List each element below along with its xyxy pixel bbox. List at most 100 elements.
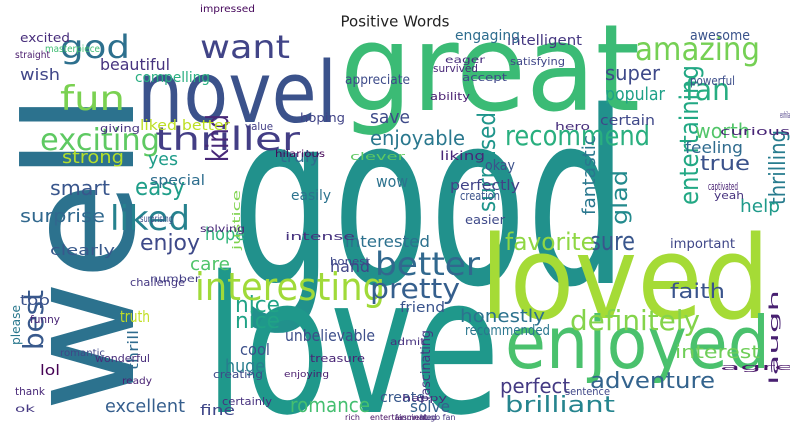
word: liking <box>440 149 485 163</box>
word: romantic <box>60 348 105 359</box>
word: faith <box>670 279 725 303</box>
word: wish <box>20 65 60 84</box>
word: giving <box>100 122 140 135</box>
word: best <box>17 290 50 350</box>
word: love <box>205 236 500 425</box>
word: okay <box>485 158 515 174</box>
word: fan <box>685 73 730 108</box>
word: clearly <box>50 243 115 259</box>
word: care <box>190 254 230 275</box>
word: super <box>605 61 661 85</box>
word: fine <box>200 403 235 419</box>
word: ability <box>430 90 471 103</box>
word: smart <box>50 176 110 200</box>
word: surprise <box>20 206 105 227</box>
word: admit <box>390 337 425 348</box>
word: cool <box>240 340 270 359</box>
word: nice <box>235 293 280 318</box>
word: help <box>740 196 780 217</box>
word: popular <box>605 84 666 105</box>
word: perfectly <box>450 178 520 194</box>
word: clever <box>350 150 406 163</box>
word: honestly <box>460 306 545 327</box>
word: rich <box>345 413 360 422</box>
word: satisfying <box>510 55 565 68</box>
word: interest <box>675 342 760 363</box>
word: accept <box>462 71 508 84</box>
word: sentence <box>565 385 610 398</box>
word: value <box>245 120 273 133</box>
word: wow <box>376 172 408 191</box>
word: friend <box>400 300 445 316</box>
word: want <box>200 28 290 66</box>
word: excited <box>20 31 70 45</box>
word: adventure <box>590 369 715 394</box>
word: nice <box>235 309 280 334</box>
word: enjoy <box>140 231 200 256</box>
word: creation <box>460 189 500 203</box>
word: enjoyed <box>505 301 770 385</box>
word: hugo fan <box>420 413 455 422</box>
word: creating <box>213 368 263 381</box>
word: number <box>150 274 201 285</box>
word: unbelievable <box>285 326 375 345</box>
word: top <box>20 293 50 309</box>
word: novel <box>137 44 337 143</box>
word: captivated <box>708 180 738 193</box>
word: liked better <box>140 118 230 134</box>
word: certainly <box>222 395 272 408</box>
word: feeling <box>685 138 743 157</box>
word: great <box>340 0 640 139</box>
word: truth <box>120 307 150 326</box>
word: exhilarating <box>780 111 790 121</box>
word: fantastic <box>579 135 600 215</box>
word: kind <box>201 114 236 162</box>
word: hope <box>205 224 245 245</box>
word: entertainment <box>370 413 428 422</box>
word: better <box>375 245 481 283</box>
word: save <box>370 107 410 128</box>
word: worth <box>695 119 750 143</box>
word: hand <box>330 257 370 276</box>
word: hoping <box>300 111 345 125</box>
word: truly <box>280 147 320 166</box>
word: compelling <box>135 70 210 86</box>
word: engaging <box>455 28 520 44</box>
word: ok <box>15 404 35 415</box>
word: enjoyable <box>370 126 465 150</box>
word: definitely <box>570 304 700 337</box>
word: brilliant <box>505 393 615 418</box>
word: interesting <box>195 265 385 309</box>
word: surprised <box>473 112 501 212</box>
word: ready <box>122 376 152 387</box>
word: thrill <box>126 330 142 370</box>
word: intelligent <box>507 33 583 49</box>
word: impressed <box>200 4 255 15</box>
word: special <box>150 173 205 189</box>
word: challenge <box>130 276 185 289</box>
word: amazing <box>635 30 760 68</box>
word: straight <box>15 50 50 61</box>
word: solving <box>200 224 245 235</box>
word: entertaining <box>675 65 705 205</box>
word: survived <box>433 62 478 75</box>
word: enjoying <box>284 370 329 380</box>
word: hilarious <box>275 149 325 160</box>
word: surprising <box>140 214 173 225</box>
word: sure <box>590 227 635 257</box>
word: god <box>60 28 130 66</box>
word: funny <box>30 313 60 326</box>
word: excellent <box>105 396 185 417</box>
word: laugh <box>767 290 781 385</box>
word: agree <box>720 363 790 373</box>
word: fascinated <box>395 413 437 422</box>
word: please <box>9 305 23 345</box>
word: wonderful <box>95 352 150 365</box>
word: thriller <box>155 120 301 158</box>
word: justice <box>230 190 243 252</box>
word: awesome <box>690 28 750 44</box>
word: thank <box>15 385 46 398</box>
